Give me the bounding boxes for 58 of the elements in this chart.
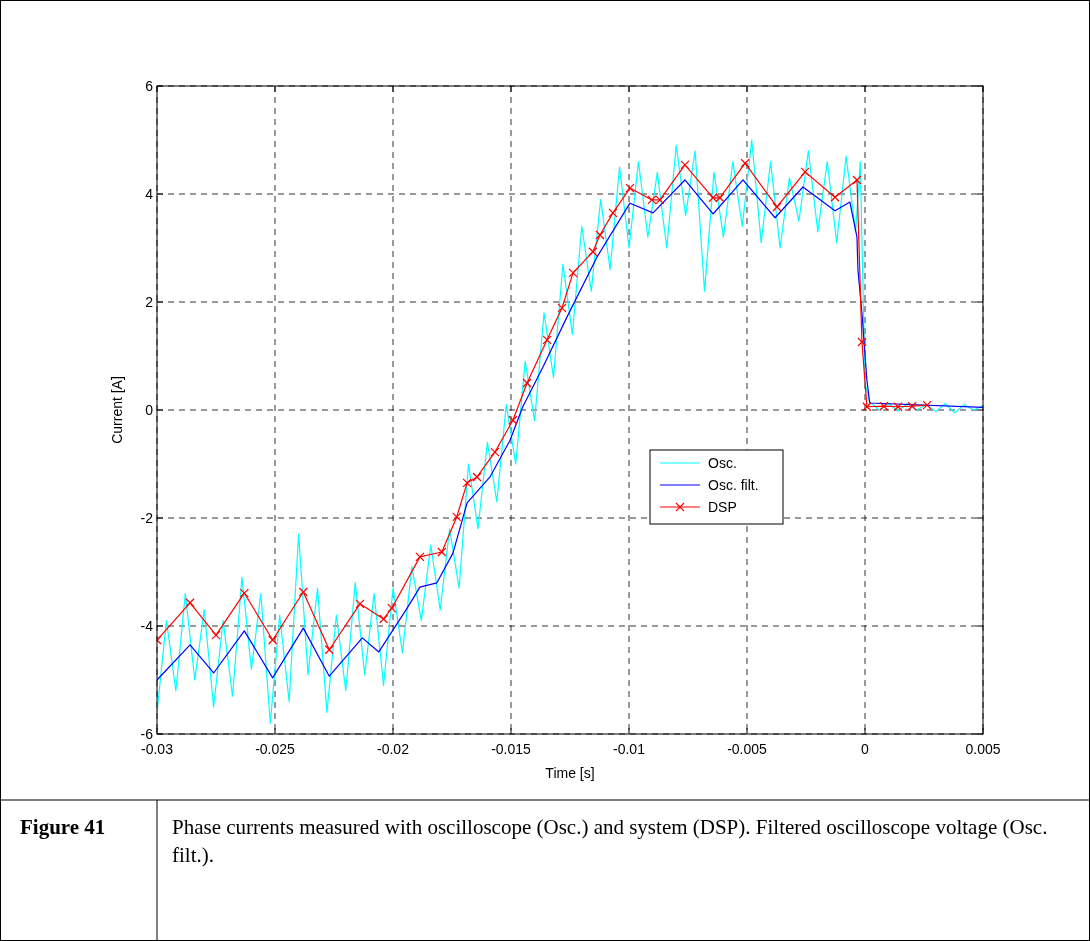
point xyxy=(608,208,618,218)
point xyxy=(387,603,397,613)
y-tick-label: 4 xyxy=(145,186,154,202)
x-tick-label: -0.03 xyxy=(141,741,174,757)
point xyxy=(472,472,482,482)
x-tick-label: -0.015 xyxy=(491,741,532,757)
point xyxy=(907,401,917,411)
point xyxy=(852,175,862,185)
y-axis-title: Current [A] xyxy=(109,376,125,444)
point xyxy=(542,335,552,345)
point xyxy=(490,447,500,457)
point xyxy=(625,183,635,193)
point xyxy=(893,402,903,412)
y-tick-label: -2 xyxy=(140,510,154,526)
y-tick-label: 2 xyxy=(145,294,154,310)
y-tick-label: -6 xyxy=(140,726,154,742)
point xyxy=(508,415,518,425)
point xyxy=(298,587,308,597)
point xyxy=(462,478,472,488)
point xyxy=(211,630,221,640)
point xyxy=(415,552,425,562)
point xyxy=(595,230,605,240)
point xyxy=(355,599,365,609)
legend-label: Osc. filt. xyxy=(708,477,759,493)
x-tick-label: 0 xyxy=(861,741,870,757)
point xyxy=(772,202,782,212)
caption: Figure 41 xyxy=(20,815,106,839)
point xyxy=(800,167,810,177)
point xyxy=(437,547,447,557)
point xyxy=(857,337,867,347)
point xyxy=(324,645,334,655)
text: Phase currents measured with oscilloscope (Osc.) and system (DSP). Filtered oscilloscope voltage (Osc. filt.). xyxy=(172,815,1048,867)
point xyxy=(522,378,532,388)
point xyxy=(680,160,690,170)
legend-label: Osc. xyxy=(708,455,737,471)
point xyxy=(879,401,889,411)
x-tick-label: 0.005 xyxy=(965,741,1001,757)
point xyxy=(185,598,195,608)
x-tick-label: -0.01 xyxy=(613,741,646,757)
point xyxy=(568,268,578,278)
point xyxy=(588,247,598,257)
legend-label: DSP xyxy=(708,499,737,515)
y-tick-label: 0 xyxy=(145,402,154,418)
y-tick-label: -4 xyxy=(140,618,154,634)
point xyxy=(239,588,249,598)
x-tick-label: -0.005 xyxy=(727,741,768,757)
point xyxy=(922,400,932,410)
point xyxy=(268,635,278,645)
x-tick-label: -0.02 xyxy=(377,741,410,757)
point xyxy=(452,512,462,522)
point xyxy=(378,614,389,624)
point xyxy=(557,303,567,313)
point xyxy=(740,158,750,168)
y-tick-label: 6 xyxy=(145,78,154,94)
x-tick-label: -0.025 xyxy=(255,741,296,757)
point xyxy=(830,192,840,202)
point xyxy=(862,402,872,412)
x-axis-title: Time [s] xyxy=(545,765,595,781)
